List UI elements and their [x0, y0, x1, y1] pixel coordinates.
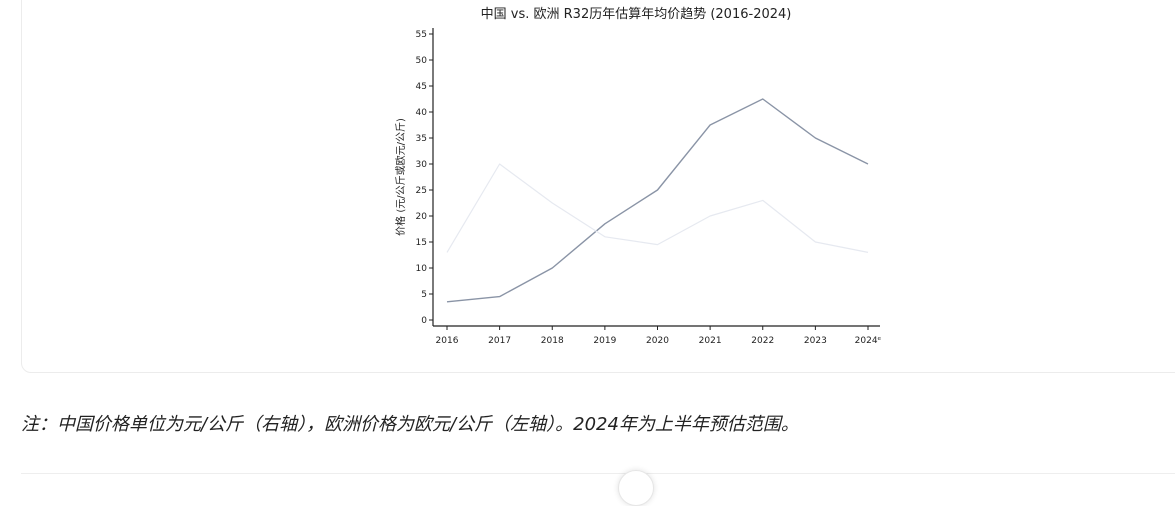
y-tick-label: 0: [421, 316, 427, 326]
series-line-2: [446, 163, 869, 253]
chart-footnote: 注：中国价格单位为元/公斤（右轴），欧洲价格为欧元/公斤（左轴）。2024年为上…: [21, 414, 799, 435]
x-tick-label: 2018: [541, 336, 564, 346]
y-tick-label: 25: [416, 186, 427, 196]
y-tick-label: 15: [416, 238, 427, 248]
x-tick-label: 2020: [646, 336, 669, 346]
x-tick-label: 2019: [593, 336, 616, 346]
scroll-button[interactable]: [618, 470, 654, 506]
axes: [432, 28, 880, 327]
x-tick-label: 2023: [804, 336, 827, 346]
x-tick-label: 2021: [699, 336, 722, 346]
y-tick-label: 40: [416, 108, 428, 118]
chart-title: 中国 vs. 欧洲 R32历年估算年均价趋势 (2016-2024): [481, 6, 792, 22]
x-tick-label: 2022: [751, 336, 774, 346]
series-line-1: [446, 98, 869, 303]
y-tick-label: 35: [416, 134, 427, 144]
x-tick-label: 2017: [488, 336, 511, 346]
y-axis-ticks: 0 5 10 15 20 25 30 35 40 45 50 55: [416, 30, 433, 326]
x-tick-label: 2024ᵉ: [855, 336, 882, 346]
y-tick-label: 55: [416, 30, 427, 40]
y-tick-label: 30: [416, 160, 428, 170]
price-trend-chart: 中国 vs. 欧洲 R32历年估算年均价趋势 (2016-2024) 价格 (元…: [394, 6, 882, 346]
y-tick-label: 50: [416, 56, 428, 66]
y-tick-label: 20: [416, 212, 428, 222]
y-tick-label: 10: [416, 264, 428, 274]
series-lines: [446, 98, 869, 303]
x-tick-label: 2016: [436, 336, 459, 346]
y-tick-label: 45: [416, 82, 427, 92]
x-axis-ticks: 2016 2017 2018 2019 2020 2021 2022 2023 2024ᵉ: [436, 326, 882, 346]
chart-card: [21, 0, 1175, 373]
y-tick-label: 5: [421, 290, 427, 300]
section-divider: [21, 473, 1175, 474]
y-axis-label: 价格 (元/公斤或欧元/公斤): [394, 118, 407, 236]
